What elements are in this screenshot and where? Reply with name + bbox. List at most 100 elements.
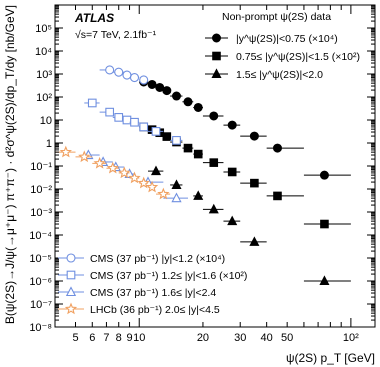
- data-point: [193, 190, 204, 200]
- x-axis-ticks: 5 6 7 8 9 10 20 30 40 50 10²: [54, 5, 359, 344]
- series-6: [55, 145, 171, 200]
- legend-marker: [65, 286, 77, 297]
- data-point: [106, 161, 119, 174]
- data-point: [273, 191, 282, 201]
- data-point: [139, 122, 149, 132]
- legend-top-entry: 0.75≤ |y^ψ(2S)|<1.5 (×10²): [236, 51, 360, 63]
- data-point: [162, 132, 172, 141]
- data-point: [114, 67, 124, 77]
- y-axis-ticks: 10⁻⁸ 10⁻⁷ 10⁻⁶ 10⁻⁵ 10⁻⁴ 10⁻³ 10⁻² 10⁻¹ 1 10 10² 10…: [29, 5, 375, 334]
- x-tick-label: 8: [116, 332, 122, 344]
- series-3: [99, 65, 149, 85]
- legend-marker: [212, 33, 221, 43]
- legend-bottom-entry: CMS (37 pb⁻¹) 1.2≤ |y|<1.6 (×10²): [90, 270, 247, 282]
- y-tick-label: 10⁻⁴: [29, 230, 52, 242]
- legend-bottom-entry: LHCb (36 pb⁻¹) 2.0≤ |y|<4.5: [90, 304, 220, 316]
- x-tick-label: 7: [103, 332, 109, 344]
- data-point: [130, 117, 139, 127]
- data-point: [129, 73, 140, 83]
- data-point: [59, 145, 72, 158]
- data-point: [249, 131, 259, 141]
- data-point: [139, 75, 149, 85]
- x-tick-label: 20: [197, 332, 209, 344]
- data-point: [151, 127, 161, 136]
- experiment-label: ATLAS: [74, 11, 114, 25]
- y-tick-label: 10⁻²: [30, 184, 52, 196]
- data-point: [87, 98, 97, 108]
- legend-marker: [212, 51, 221, 61]
- data-point: [105, 107, 115, 117]
- data-point: [118, 166, 131, 179]
- data-point: [105, 65, 115, 75]
- data-point: [193, 102, 203, 112]
- y-tick-label: 10⁻⁶: [29, 276, 52, 288]
- x-tick-label: 6: [89, 332, 95, 344]
- data-point: [319, 170, 329, 180]
- y-tick-label: 10⁻⁸: [29, 322, 52, 334]
- y-tick-label: 10⁻⁵: [29, 253, 52, 265]
- data-point: [162, 86, 172, 96]
- data-point: [249, 236, 260, 246]
- series-2: [147, 165, 351, 285]
- legend-top-title: Non-prompt ψ(2S) data: [222, 11, 331, 23]
- data-point: [227, 167, 237, 177]
- data-point: [171, 179, 182, 189]
- legend-marker: [211, 68, 222, 78]
- legend-top: Non-prompt ψ(2S) data |y^ψ(2S)|<0.75 (×1…: [205, 11, 360, 81]
- y-tick-label: 10⁻¹: [30, 161, 52, 173]
- y-tick-label: 10²: [36, 92, 52, 104]
- x-tick-label: 5: [72, 332, 78, 344]
- data-point: [128, 171, 141, 184]
- x-axis-title: ψ(2S) p_T [GeV]: [286, 351, 375, 365]
- legend-top-entry: 1.5≤ |y^ψ(2S)|<2.0: [236, 69, 323, 81]
- data-point: [250, 178, 259, 188]
- data-point: [193, 149, 203, 159]
- legend-top-entry: |y^ψ(2S)|<0.75 (×10⁴): [236, 33, 338, 45]
- y-tick-label: 10⁵: [35, 23, 52, 35]
- data-point: [93, 156, 106, 169]
- data-point: [209, 158, 219, 167]
- y-tick-label: 10⁴: [35, 46, 52, 58]
- y-axis-title: B(ψ(2S)→J/ψ(→μ⁺μ⁻) π⁺π⁻) · d²σ^ψ(2S)/dp_…: [3, 5, 17, 324]
- data-point: [137, 176, 150, 189]
- data-point: [183, 97, 193, 107]
- y-tick-label: 10⁻⁷: [30, 299, 52, 311]
- data-point: [172, 136, 181, 145]
- data-point: [114, 113, 124, 122]
- y-tick-label: 10: [40, 115, 52, 127]
- legend-marker: [64, 302, 78, 315]
- x-tick-label: 40: [261, 332, 273, 344]
- data-point: [147, 79, 157, 89]
- data-point: [209, 111, 219, 121]
- x-tick-label: 50: [281, 332, 293, 344]
- y-tick-label: 10⁻³: [30, 207, 52, 219]
- data-point: [227, 120, 237, 130]
- series-0: [139, 77, 351, 180]
- data-point: [171, 192, 182, 203]
- data-point: [183, 143, 193, 153]
- data-point: [157, 187, 170, 200]
- x-tick-label: 9: [126, 332, 132, 344]
- data-point: [145, 180, 159, 193]
- series-4: [84, 98, 183, 145]
- chart-subtitle: √s=7 TeV, 2.1fb⁻¹: [75, 29, 157, 41]
- data-point: [124, 168, 135, 179]
- data-point: [78, 150, 91, 163]
- plot-content: [55, 65, 351, 285]
- x-tick-label: 30: [234, 332, 246, 344]
- legend-marker: [66, 253, 76, 263]
- y-tick-label: 1: [46, 138, 52, 150]
- legend-bottom-entry: CMS (37 pb⁻¹) |y|<1.2 (×10⁴): [90, 253, 225, 265]
- data-point: [320, 219, 329, 229]
- data-point: [272, 143, 282, 153]
- y-tick-label: 10³: [36, 69, 52, 81]
- data-point: [319, 275, 330, 285]
- x-tick-label: 10²: [343, 332, 359, 344]
- legend-marker: [66, 270, 76, 280]
- x-tick-label: 10: [133, 332, 145, 344]
- legend-bottom-entry: CMS (37 pb⁻¹) 1.6≤ |y|<2.4: [90, 287, 216, 299]
- data-point: [150, 165, 162, 176]
- data-point: [208, 203, 219, 214]
- legend-bottom: CMS (37 pb⁻¹) |y|<1.2 (×10⁴) CMS (37 pb⁻¹…: [58, 253, 247, 316]
